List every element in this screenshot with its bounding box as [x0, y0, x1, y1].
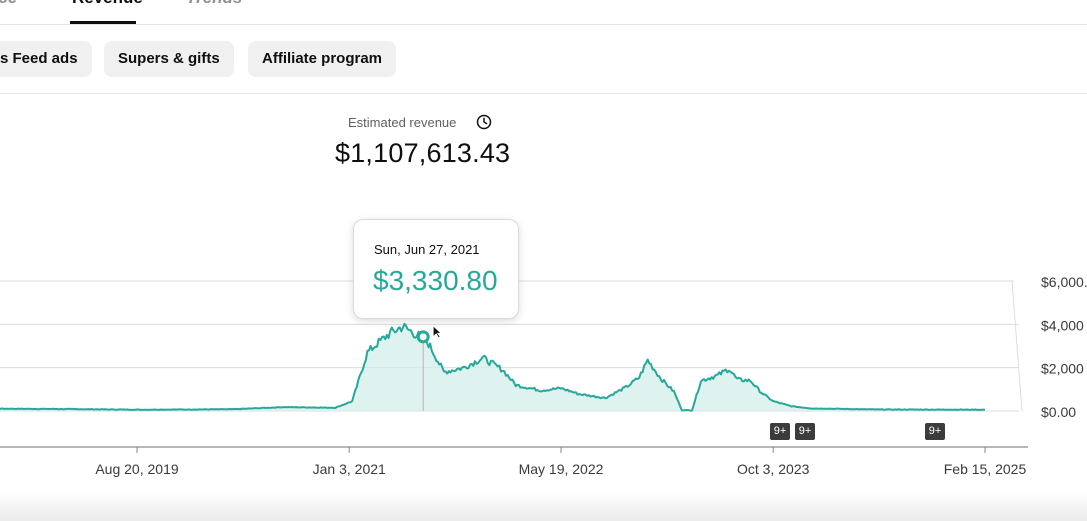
active-tab-indicator [70, 21, 136, 24]
x-tick-label: Aug 20, 2019 [95, 461, 179, 477]
y-tick-label: $0.00 [1041, 404, 1076, 420]
x-tick-label: Feb 15, 2025 [944, 461, 1027, 477]
x-tick-label: Jan 3, 2021 [313, 461, 386, 477]
chart-tooltip: Sun, Jun 27, 2021 $3,330.80 [353, 219, 519, 319]
series-line [0, 322, 986, 412]
tab-revenue[interactable]: Revenue [72, 0, 143, 8]
section-divider [0, 93, 1087, 94]
tab-trends[interactable]: Trends [186, 0, 242, 8]
chip-supers-gifts[interactable]: Supers & gifts [104, 41, 234, 77]
tooltip-value: $3,330.80 [373, 265, 498, 296]
event-badge[interactable]: 9+ [795, 423, 815, 440]
chip-affiliate-program[interactable]: Affiliate program [248, 41, 397, 77]
event-badge[interactable]: 9+ [925, 423, 945, 440]
revenue-source-chips: s Feed ads Supers & gifts Affiliate prog… [0, 41, 1087, 77]
clock-icon[interactable] [476, 114, 492, 130]
metric-label: Estimated revenue [348, 115, 457, 130]
event-badge[interactable]: 9+ [770, 423, 790, 440]
y-tick-label: $4,000 [1041, 317, 1084, 333]
y-axis-ticks: $0.00 $2,000 $4,000 $6,000. [1041, 274, 1087, 420]
tooltip-date: Sun, Jun 27, 2021 [374, 242, 480, 257]
tab-bar: nce Revenue Trends [0, 0, 1087, 25]
y-tick-label: $6,000. [1041, 274, 1087, 290]
series-area [0, 323, 985, 411]
metric-value: $1,107,613.43 [335, 138, 511, 168]
tab-audience[interactable]: nce [0, 0, 17, 8]
y-tick-label: $2,000 [1041, 361, 1084, 377]
x-tick-label: Oct 3, 2023 [737, 461, 810, 477]
mouse-cursor-icon [432, 324, 443, 339]
x-axis-ticks: Aug 20, 2019 Jan 3, 2021 May 19, 2022 Oct 3… [95, 447, 1026, 477]
chip-shorts-feed-ads[interactable]: s Feed ads [0, 41, 92, 77]
grid-edge [1011, 280, 1023, 412]
hover-point[interactable] [416, 330, 430, 344]
x-tick-label: May 19, 2022 [519, 461, 604, 477]
